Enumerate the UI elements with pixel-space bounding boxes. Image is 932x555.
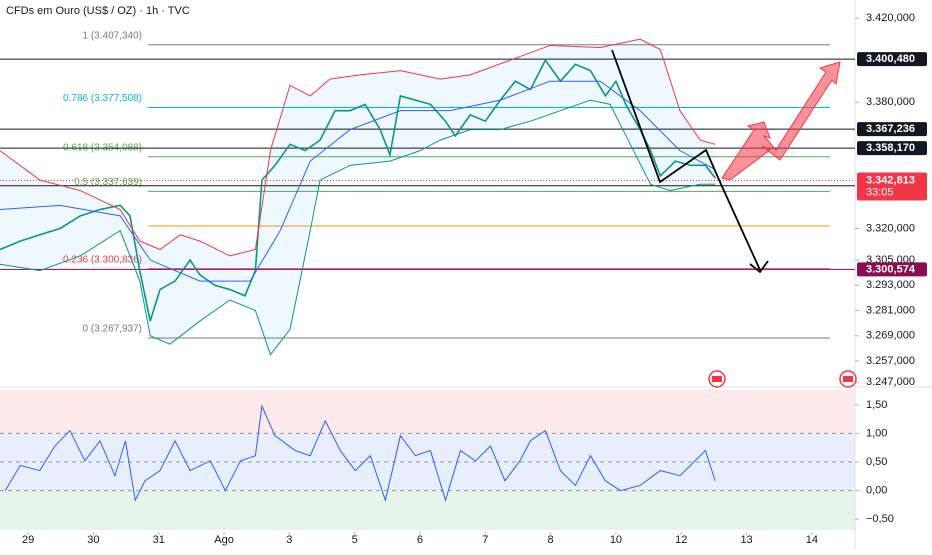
x-tick-label: 5	[352, 534, 358, 546]
event-icon-flag	[712, 376, 722, 382]
x-tick-label: 12	[675, 534, 687, 546]
x-tick-label: 31	[153, 534, 165, 546]
x-tick-label: 30	[87, 534, 99, 546]
fib-label: 0.236 (3.300,836)	[63, 254, 142, 265]
projection-down	[611, 49, 761, 271]
level-tag-label: 3.300,574	[866, 263, 916, 275]
osc-tick-label: 1,00	[866, 427, 887, 439]
level-tag	[857, 122, 927, 137]
y-tick-label: 3.247,000	[866, 376, 915, 388]
y-tick-label: 3.293,000	[866, 279, 915, 291]
osc-tick-label: 0,00	[866, 484, 887, 496]
fib-label: 0.5 (3.337,639)	[74, 177, 142, 188]
osc-tick-label: 0,50	[866, 456, 887, 468]
last-price-label: 3.342,813	[866, 174, 915, 186]
projection-down-head	[749, 260, 769, 274]
x-tick-label: 7	[482, 534, 488, 546]
x-tick-label: 3	[286, 534, 292, 546]
event-icon-flag	[843, 376, 853, 382]
fib-label: 1 (3.407,340)	[83, 30, 143, 41]
x-tick-label: 8	[548, 534, 554, 546]
level-tag-label: 3.367,236	[866, 123, 915, 135]
osc-line	[4, 404, 716, 503]
level-tag	[857, 141, 927, 156]
band-line	[0, 38, 716, 257]
fib-label: 0 (3.267,937)	[83, 324, 143, 335]
level-tag-label: 3.358,170	[866, 142, 915, 154]
level-tag-label: 3.400,480	[866, 53, 915, 65]
y-tick-label: 3.269,000	[866, 330, 915, 342]
x-tick-label: 29	[22, 534, 34, 546]
x-tick-label: 13	[740, 534, 752, 546]
x-tick-label: 10	[610, 534, 622, 546]
y-tick-label: 3.420,000	[866, 12, 915, 24]
chart-title: CFDs em Ouro (US$ / OZ) · 1h · TVC	[6, 5, 190, 17]
projection-up	[721, 61, 841, 181]
projection	[611, 49, 841, 274]
osc-zone-high	[0, 390, 855, 434]
y-tick-label: 3.380,000	[866, 96, 915, 108]
osc-tick-label: −0,50	[866, 513, 894, 525]
y-tick-label: 3.257,000	[866, 355, 915, 367]
last-price-tag	[857, 172, 927, 201]
osc-tick-label: 1,50	[866, 399, 887, 411]
y-tick-label: 3.281,000	[866, 304, 915, 316]
band-line	[0, 99, 716, 356]
level-tag	[857, 262, 927, 277]
fib-label: 0.786 (3.377,508)	[63, 93, 142, 104]
x-tick-label: Ago	[214, 534, 234, 546]
osc-zone-low	[0, 490, 855, 530]
x-tick-label: 6	[417, 534, 423, 546]
level-tag	[857, 52, 927, 67]
y-tick-label: 3.320,000	[866, 222, 915, 234]
band-line	[0, 80, 716, 282]
x-tick-label: 14	[806, 534, 818, 546]
countdown-label: 33:05	[866, 186, 894, 198]
